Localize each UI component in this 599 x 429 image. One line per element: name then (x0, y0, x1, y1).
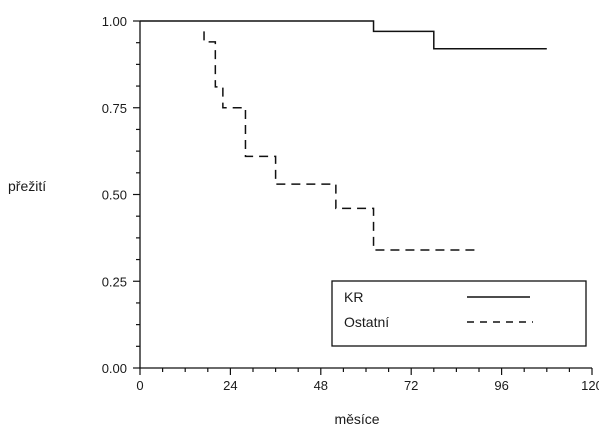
x-tick-label: 96 (494, 378, 508, 393)
y-tick-label: 0.25 (102, 274, 127, 289)
x-axis-label: měsíce (334, 411, 379, 427)
y-tick-label: 1.00 (102, 14, 127, 29)
x-tick-label: 0 (136, 378, 143, 393)
x-tick-label: 48 (314, 378, 328, 393)
series-line-kr (140, 20, 547, 50)
x-tick-label: 72 (404, 378, 418, 393)
legend-box (331, 280, 587, 347)
y-tick-label: 0.75 (102, 101, 127, 116)
x-axis-ticks: 0 24 48 72 96 120 (136, 368, 599, 393)
x-tick-label: 24 (223, 378, 237, 393)
x-tick-label: 120 (581, 378, 599, 393)
series-line-ostatni (203, 31, 479, 251)
y-tick-label: 0.00 (102, 361, 127, 376)
legend-label-ostatni: Ostatní (344, 314, 389, 330)
legend-label-kr: KR (344, 289, 363, 305)
series-layer (140, 20, 547, 251)
y-axis-label: přežití (8, 178, 46, 194)
y-axis-ticks: 0.00 0.25 0.50 0.75 1.00 (102, 14, 140, 376)
legend: KR Ostatní (331, 280, 587, 347)
y-tick-label: 0.50 (102, 188, 127, 203)
